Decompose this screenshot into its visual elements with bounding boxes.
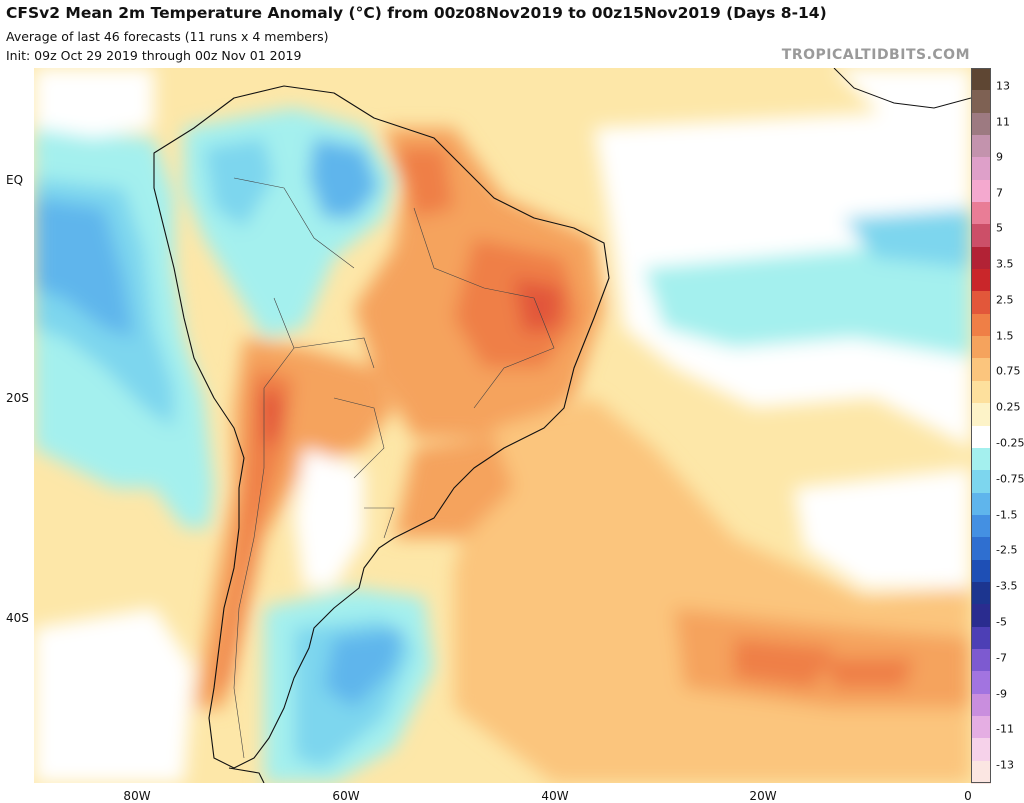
colorbar-swatch [971, 715, 991, 739]
map-subtitle-init: Init: 09z Oct 29 2019 through 00z Nov 01… [6, 48, 302, 63]
colorbar-label: -7 [996, 651, 1007, 665]
map-subtitle-forecasts: Average of last 46 forecasts (11 runs x … [6, 29, 329, 44]
colorbar-label: -2.5 [996, 543, 1018, 557]
border-colombia-peru-brazil [233, 177, 355, 269]
colorbar-swatch [971, 313, 991, 337]
colorbar-swatch [971, 269, 991, 293]
anomaly-field [34, 68, 971, 783]
cool-tropical-atlantic [644, 238, 971, 358]
neutral-mid-atlantic [794, 468, 971, 588]
colorbar-swatch [971, 224, 991, 248]
colorbar-label: 2.5 [996, 293, 1014, 307]
colorbar-swatch [971, 492, 991, 516]
colorbar-swatch [971, 68, 991, 91]
colorbar-label: -3.5 [996, 579, 1018, 593]
neutral-southeast-pacific [34, 608, 194, 783]
africa-coastline [833, 68, 971, 109]
colorbar-label: 9 [996, 150, 1003, 164]
brand-watermark[interactable]: TROPICALTIDBITS.COM [781, 47, 970, 63]
colorbar-label: -13 [996, 758, 1014, 772]
colorbar-label: 0.75 [996, 364, 1021, 378]
neutral-pacific [34, 68, 154, 138]
colorbar-swatch [971, 648, 991, 672]
colorbar-swatch [971, 626, 991, 650]
map-canvas [34, 68, 971, 783]
warm-andes-paraguay [194, 338, 394, 708]
colorbar-label: 3.5 [996, 257, 1014, 271]
warm-northeast-brazil-core [454, 238, 579, 368]
south-america-coastline [153, 85, 610, 769]
cool-patagonia-core [324, 628, 404, 708]
colorbar-swatch [971, 604, 991, 628]
warm-andes-peak [259, 388, 284, 448]
lat-label-40s: 40S [6, 611, 29, 625]
colorbar-swatch [971, 559, 991, 583]
colorbar-label: -11 [996, 722, 1014, 736]
colorbar-swatch [971, 157, 991, 181]
colorbar-label: 0.25 [996, 400, 1021, 414]
colorbar-swatch [971, 425, 991, 449]
colorbar-label: 5 [996, 221, 1003, 235]
neutral-central-argentina [294, 448, 364, 588]
lon-label-20w: 20W [749, 789, 777, 803]
lat-label-eq: EQ [6, 173, 24, 187]
colorbar-label: 7 [996, 186, 1003, 200]
colorbar-swatch [971, 693, 991, 717]
colorbar-swatch [971, 291, 991, 315]
colorbar-swatch [971, 336, 991, 360]
colorbar-label: 11 [996, 115, 1010, 129]
border-argentina-chile [233, 388, 265, 759]
colorbar-swatch [971, 738, 991, 762]
border-brazil-states [413, 207, 555, 409]
cool-northeast-atlantic [834, 68, 971, 128]
colorbar-swatch [971, 179, 991, 203]
colorbar-swatch [971, 514, 991, 538]
colorbar-label: -0.25 [996, 436, 1024, 450]
cool-amazon-west [204, 138, 274, 228]
coastlines [153, 85, 610, 783]
colorbar-swatch [971, 246, 991, 270]
colorbar-label: 1.5 [996, 329, 1014, 343]
lon-label-60w: 60W [332, 789, 360, 803]
lon-label-80w: 80W [123, 789, 151, 803]
colorbar-swatch [971, 671, 991, 695]
colorbar-swatch [971, 112, 991, 136]
warm-south-atlantic-peak-east [824, 658, 914, 688]
country-borders [233, 177, 555, 759]
colorbar-swatch [971, 403, 991, 427]
colorbar-swatch [971, 760, 991, 784]
colorbar-swatch [971, 537, 991, 561]
warm-south-atlantic-peak [734, 638, 834, 688]
warm-amazon-mouth [394, 148, 454, 218]
colorbar-label: -9 [996, 687, 1007, 701]
colorbar-swatch [971, 447, 991, 471]
lat-label-20s: 20S [6, 391, 29, 405]
colorbar [971, 68, 991, 784]
border-paraguay [333, 397, 385, 479]
colorbar-swatch [971, 470, 991, 494]
cool-tropical-atlantic-east [844, 208, 971, 268]
colorbar-label: -5 [996, 615, 1007, 629]
lon-label-40w: 40W [541, 789, 569, 803]
colorbar-swatch [971, 380, 991, 404]
lon-label-0: 0 [964, 789, 972, 803]
warm-andes-core [214, 368, 294, 688]
colorbar-swatch [971, 358, 991, 382]
temperature-anomaly-map[interactable] [34, 68, 971, 783]
border-uruguay [364, 507, 395, 539]
colorbar-label: -1.5 [996, 508, 1018, 522]
colorbar-label: -0.75 [996, 472, 1024, 486]
colorbar-label: 13 [996, 79, 1010, 93]
border-bolivia-brazil [293, 337, 375, 369]
cool-southeast-pacific-core [34, 198, 134, 338]
colorbar-swatch [971, 135, 991, 158]
colorbar-swatch [971, 90, 991, 114]
warm-northeast-brazil-peak [514, 278, 564, 333]
colorbar-swatch [971, 581, 991, 605]
map-title: CFSv2 Mean 2m Temperature Anomaly (°C) f… [6, 4, 827, 22]
colorbar-swatch [971, 202, 991, 225]
cool-amazon-core [309, 138, 379, 218]
tierra-del-fuego-outline [228, 767, 265, 783]
